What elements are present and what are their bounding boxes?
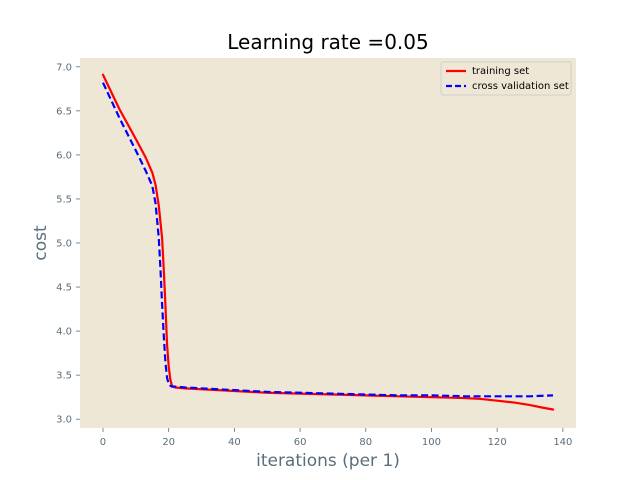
x-tick-label: 0 (100, 437, 106, 448)
x-tick-label: 60 (294, 437, 307, 448)
y-tick-label: 4.0 (56, 327, 72, 338)
y-tick-label: 6.5 (56, 106, 72, 117)
x-tick-label: 40 (228, 437, 241, 448)
legend-box (440, 61, 572, 96)
y-axis-label: cost (31, 225, 51, 261)
y-tick-label: 7.0 (56, 62, 72, 73)
y-tick-label: 5.5 (56, 194, 72, 205)
y-tick-label: 4.5 (56, 283, 72, 294)
x-axis: 0 20 40 60 80 100 120 140 (100, 428, 572, 448)
series-layer (101, 73, 555, 411)
legend: training set cross validation set (440, 61, 572, 96)
x-tick-label: 20 (162, 437, 175, 448)
x-axis-label: iterations (per 1) (256, 451, 400, 471)
plot-area (80, 58, 576, 428)
legend-label-training-set: training set (472, 66, 529, 77)
x-tick-label: 140 (553, 437, 572, 448)
y-tick-label: 3.0 (56, 415, 72, 426)
x-tick-label: 80 (359, 437, 372, 448)
y-axis: 3.0 3.5 4.0 4.5 5.0 5.5 6.0 6.5 7.0 (56, 62, 80, 426)
series-line-cross-validation-set (101, 82, 554, 398)
x-tick-label: 100 (422, 437, 441, 448)
legend-label-cross-validation-set: cross validation set (472, 81, 569, 92)
y-tick-label: 5.0 (56, 239, 72, 250)
y-tick-label: 6.0 (56, 150, 72, 161)
x-tick-label: 120 (488, 437, 507, 448)
chart-title: Learning rate =0.05 (227, 30, 428, 54)
y-tick-label: 3.5 (56, 371, 72, 382)
